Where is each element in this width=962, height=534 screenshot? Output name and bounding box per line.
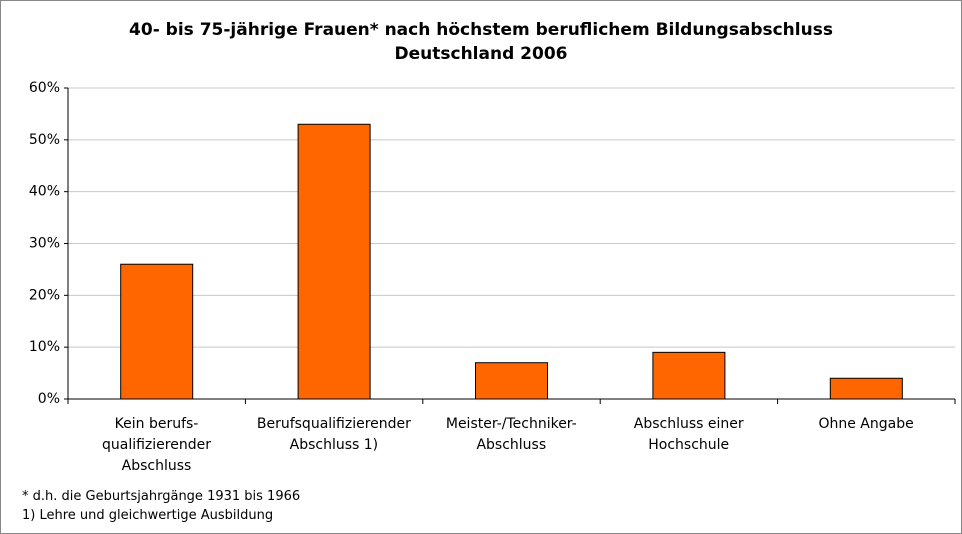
x-tick-label: Kein berufs- qualifizierender Abschluss xyxy=(102,416,211,474)
y-tick-label: 40% xyxy=(29,184,60,200)
y-tick-label: 30% xyxy=(29,236,60,252)
bar xyxy=(829,377,903,400)
footnote: 1) Lehre und gleichwertige Ausbildung xyxy=(22,508,274,523)
footnote: * d.h. die Geburtsjahrgänge 1931 bis 196… xyxy=(22,489,301,504)
bar xyxy=(297,123,371,400)
bar xyxy=(652,351,726,400)
x-tick-label: Meister-/Techniker- Abschluss xyxy=(445,416,577,453)
x-tick-label: Ohne Angabe xyxy=(818,416,914,432)
bar xyxy=(120,263,194,400)
y-tick-label: 50% xyxy=(29,132,60,148)
y-tick-label: 60% xyxy=(29,80,60,96)
chart-title: 40- bis 75-jährige Frauen* nach höchstem… xyxy=(129,20,833,64)
y-tick-label: 0% xyxy=(38,391,60,407)
y-tick-label: 20% xyxy=(29,287,60,303)
y-tick-label: 10% xyxy=(29,339,60,355)
x-tick-label: Abschluss einer Hochschule xyxy=(633,416,744,453)
bar xyxy=(475,362,548,400)
x-tick-label: Berufsqualifizierender Abschluss 1) xyxy=(256,416,411,453)
